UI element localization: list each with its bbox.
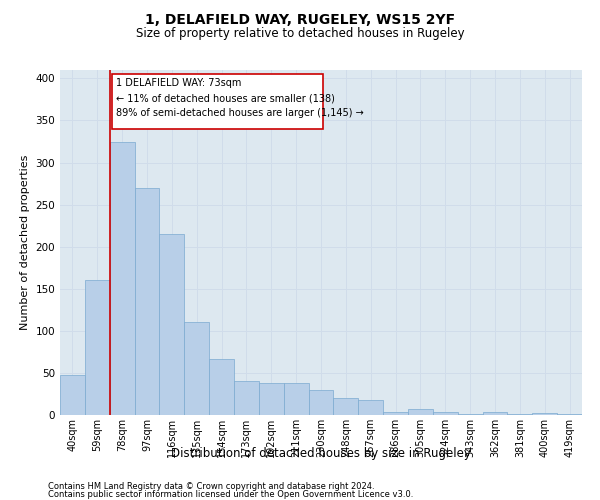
Bar bbox=[160, 234, 184, 415]
Bar bbox=[508, 414, 532, 415]
Bar bbox=[112, 74, 323, 129]
Bar bbox=[308, 390, 334, 415]
Bar bbox=[134, 188, 160, 415]
Bar bbox=[334, 398, 358, 415]
Bar bbox=[557, 414, 582, 415]
Bar bbox=[532, 414, 557, 415]
Bar bbox=[433, 412, 458, 415]
Bar bbox=[259, 383, 284, 415]
Bar bbox=[209, 358, 234, 415]
Text: Contains public sector information licensed under the Open Government Licence v3: Contains public sector information licen… bbox=[48, 490, 413, 499]
Bar bbox=[184, 322, 209, 415]
Bar bbox=[383, 412, 408, 415]
Bar bbox=[60, 376, 85, 415]
Bar bbox=[110, 142, 134, 415]
Bar bbox=[358, 400, 383, 415]
Text: 1, DELAFIELD WAY, RUGELEY, WS15 2YF: 1, DELAFIELD WAY, RUGELEY, WS15 2YF bbox=[145, 12, 455, 26]
Y-axis label: Number of detached properties: Number of detached properties bbox=[20, 155, 30, 330]
Bar bbox=[234, 382, 259, 415]
Bar bbox=[408, 409, 433, 415]
Bar bbox=[85, 280, 110, 415]
Text: Distribution of detached houses by size in Rugeley: Distribution of detached houses by size … bbox=[171, 448, 471, 460]
Bar bbox=[482, 412, 508, 415]
Bar bbox=[284, 383, 308, 415]
Text: Size of property relative to detached houses in Rugeley: Size of property relative to detached ho… bbox=[136, 28, 464, 40]
Text: 1 DELAFIELD WAY: 73sqm
← 11% of detached houses are smaller (138)
89% of semi-de: 1 DELAFIELD WAY: 73sqm ← 11% of detached… bbox=[116, 78, 364, 118]
Text: Contains HM Land Registry data © Crown copyright and database right 2024.: Contains HM Land Registry data © Crown c… bbox=[48, 482, 374, 491]
Bar bbox=[458, 414, 482, 415]
